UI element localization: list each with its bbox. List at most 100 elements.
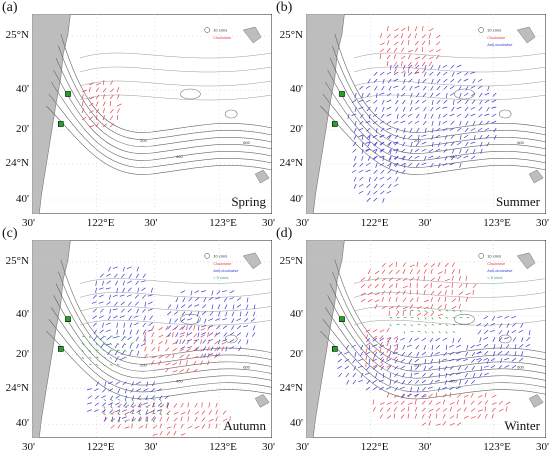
anticlockwise-vector xyxy=(373,197,378,202)
clockwise-vector xyxy=(498,400,503,405)
anticlockwise-vector xyxy=(111,416,114,422)
anticlockwise-vector xyxy=(174,318,179,323)
anticlockwise-vector xyxy=(381,85,385,91)
anticlockwise-vector xyxy=(500,344,503,350)
anticlockwise-vector xyxy=(464,99,469,105)
clockwise-vector xyxy=(388,310,390,316)
season-label: Spring xyxy=(231,194,266,209)
clockwise-vector xyxy=(463,394,469,398)
anticlockwise-vector xyxy=(224,304,228,310)
anticlockwise-vector xyxy=(105,343,111,346)
anticlockwise-vector xyxy=(472,372,476,378)
longitude-label: 30' xyxy=(536,217,549,229)
clockwise-vector xyxy=(388,290,392,295)
anticlockwise-vector xyxy=(371,344,377,347)
clockwise-vector xyxy=(430,263,436,268)
clockwise-vector xyxy=(442,399,446,405)
anticlockwise-vector xyxy=(94,395,100,400)
anticlockwise-vector xyxy=(431,134,434,140)
anticlockwise-vector xyxy=(401,148,406,153)
clockwise-vector xyxy=(360,292,366,296)
anticlockwise-vector xyxy=(358,99,364,103)
clockwise-vector xyxy=(166,431,171,436)
legend: 10 cm/s Clockwise Anti-clockwise xyxy=(478,27,513,47)
slow-vector xyxy=(445,324,449,327)
clockwise-vector xyxy=(423,269,427,274)
clockwise-vector xyxy=(395,278,401,282)
anticlockwise-vector xyxy=(423,155,427,161)
clockwise-vector xyxy=(381,263,386,268)
anticlockwise-vector xyxy=(108,266,111,272)
anticlockwise-vector xyxy=(401,351,406,357)
anticlockwise-vector xyxy=(365,148,371,151)
anticlockwise-vector xyxy=(182,297,186,303)
anticlockwise-vector xyxy=(122,381,128,385)
anticlockwise-vector xyxy=(464,127,469,133)
anticlockwise-vector xyxy=(116,329,118,335)
clockwise-vector xyxy=(159,430,163,436)
anticlockwise-vector xyxy=(379,134,385,138)
anticlockwise-vector xyxy=(395,148,399,154)
clockwise-vector xyxy=(372,335,377,340)
anticlockwise-vector xyxy=(423,365,427,371)
anticlockwise-vector xyxy=(166,402,170,408)
anticlockwise-vector xyxy=(409,127,413,133)
anticlockwise-vector xyxy=(368,345,371,351)
slow-vector xyxy=(389,317,393,319)
anticlockwise-vector xyxy=(491,106,497,109)
slow-vector xyxy=(424,324,427,327)
anticlockwise-vector xyxy=(215,332,221,336)
anticlockwise-vector xyxy=(483,344,489,348)
anticlockwise-vector xyxy=(431,141,434,147)
anticlockwise-vector xyxy=(449,372,454,377)
anticlockwise-vector xyxy=(238,346,242,352)
slow-vector xyxy=(103,399,107,402)
anticlockwise-vector xyxy=(373,183,378,189)
anticlockwise-vector xyxy=(143,336,146,342)
anticlockwise-vector xyxy=(189,311,193,316)
anticlockwise-vector xyxy=(105,322,111,325)
clockwise-vector xyxy=(437,271,443,275)
clockwise-vector xyxy=(435,413,438,419)
clockwise-vector xyxy=(458,276,462,281)
anticlockwise-vector xyxy=(421,162,427,166)
anticlockwise-vector xyxy=(113,315,118,319)
anticlockwise-vector xyxy=(477,85,483,89)
anticlockwise-vector xyxy=(464,71,469,76)
anticlockwise-vector xyxy=(346,379,350,385)
anticlockwise-vector xyxy=(344,358,350,363)
clockwise-vector xyxy=(463,399,466,405)
anticlockwise-vector xyxy=(506,330,510,335)
anticlockwise-vector xyxy=(250,318,256,322)
anticlockwise-vector xyxy=(133,315,139,318)
anticlockwise-vector xyxy=(431,78,434,84)
clockwise-vector xyxy=(179,354,184,359)
anticlockwise-vector xyxy=(382,78,385,84)
clockwise-vector xyxy=(442,393,447,398)
anticlockwise-vector xyxy=(366,379,371,385)
clockwise-vector xyxy=(151,360,154,366)
anticlockwise-vector xyxy=(389,64,392,70)
clockwise-vector xyxy=(400,27,406,32)
anticlockwise-vector xyxy=(123,402,128,407)
clockwise-vector xyxy=(381,305,387,310)
clockwise-vector xyxy=(103,417,108,422)
anticlockwise-vector xyxy=(252,325,256,331)
clockwise-vector xyxy=(386,355,389,361)
anticlockwise-vector xyxy=(180,290,186,294)
anticlockwise-vector xyxy=(403,78,406,84)
anticlockwise-vector xyxy=(129,322,132,328)
clockwise-vector xyxy=(367,269,371,274)
clockwise-vector xyxy=(386,415,392,419)
anticlockwise-vector xyxy=(394,372,399,378)
anticlockwise-vector xyxy=(379,344,384,349)
clockwise-vector xyxy=(386,40,390,46)
anticlockwise-vector xyxy=(436,78,441,84)
clockwise-vector xyxy=(110,424,115,429)
anticlockwise-vector xyxy=(158,402,163,407)
clockwise-vector xyxy=(116,87,120,93)
anticlockwise-vector xyxy=(423,85,427,91)
clockwise-vector xyxy=(409,289,412,295)
clockwise-vector xyxy=(393,401,399,405)
anticlockwise-vector xyxy=(352,358,357,364)
